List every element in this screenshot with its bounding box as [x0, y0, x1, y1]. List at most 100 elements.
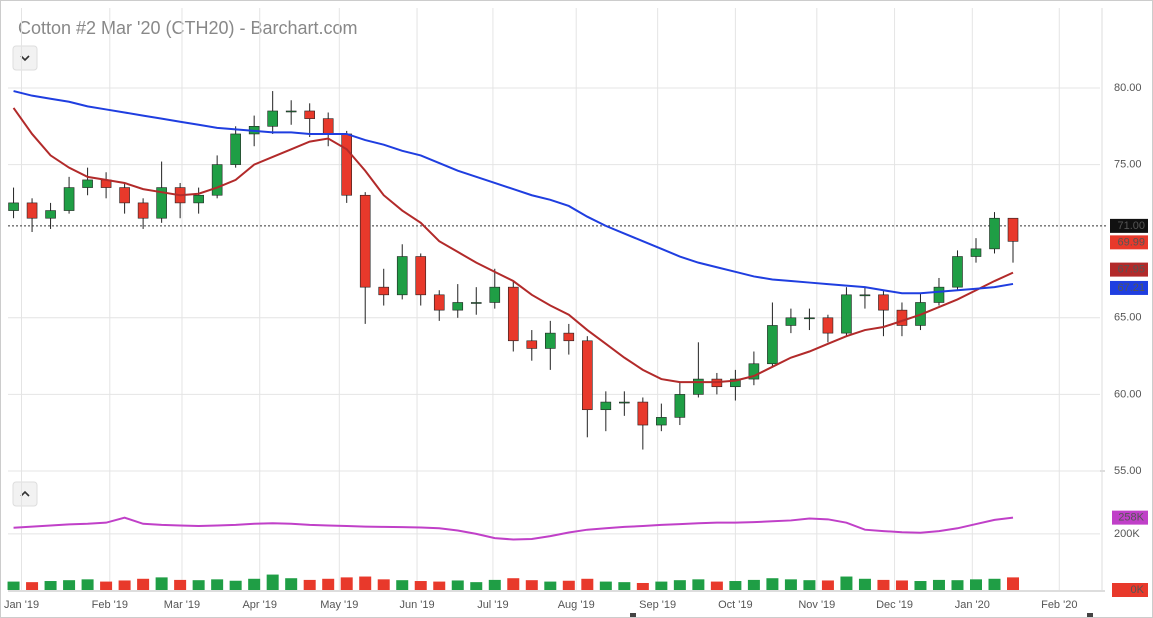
candle-body: [396, 256, 408, 296]
candle-body: [970, 248, 982, 257]
volume-bar: [229, 580, 242, 590]
volume-bar: [710, 581, 723, 590]
candle-body: [804, 317, 815, 320]
volume-bar: [63, 580, 76, 590]
button-bg[interactable]: [12, 481, 38, 507]
candle-body: [582, 340, 593, 411]
volume-bar: [692, 579, 705, 590]
x-tick-label: Jun '19: [399, 599, 434, 611]
volume-bar: [303, 579, 316, 590]
candle-body: [600, 401, 612, 411]
button-bg[interactable]: [12, 45, 38, 71]
candle-body: [359, 194, 371, 288]
volume-bar: [914, 581, 927, 590]
candle-body: [507, 286, 519, 342]
expand-button[interactable]: [12, 481, 38, 507]
volume-bar: [636, 582, 649, 590]
candle-body: [989, 217, 1000, 250]
volume-bar: [803, 580, 816, 590]
volume-bar: [988, 578, 1001, 590]
volume-bar: [118, 580, 131, 590]
candle-body: [8, 202, 19, 211]
volume-bar: [451, 580, 464, 590]
ma-tag-label: 67.21: [1117, 282, 1145, 294]
x-tick-label: May '19: [320, 599, 358, 611]
volume-bar: [544, 581, 557, 590]
volume-bar: [599, 581, 612, 590]
volume-bar: [340, 577, 353, 590]
reference-tag-label: 71.00: [1117, 220, 1145, 232]
candle-body: [82, 179, 93, 188]
volume-bar: [858, 578, 871, 590]
volume-bar: [507, 578, 520, 590]
candle-body: [45, 210, 56, 219]
candle-body: [489, 286, 501, 303]
volume-bar: [488, 579, 501, 590]
volume-bar: [525, 580, 538, 590]
volume-bar: [192, 580, 205, 590]
candle-body: [822, 317, 834, 334]
volume-bar: [581, 578, 594, 590]
oi-tag-label: 258K: [1118, 512, 1144, 524]
volume-bar: [414, 581, 427, 590]
candle-body: [193, 194, 204, 204]
x-tick-label: Mar '19: [164, 599, 200, 611]
candle-body: [433, 294, 445, 311]
volume-bar: [377, 579, 390, 590]
candle-body: [156, 187, 167, 219]
moving-average: [12, 107, 1014, 384]
chart-title: Cotton #2 Mar '20 (CTH20) - Barchart.com: [18, 18, 358, 38]
volume-bar: [470, 582, 483, 590]
candle-body: [656, 417, 667, 426]
candle-body: [693, 378, 704, 395]
x-tick-label: Dec '19: [876, 599, 913, 611]
candle-body: [785, 317, 797, 326]
x-tick-label: Sep '19: [639, 599, 676, 611]
candle-body: [63, 187, 75, 211]
x-tick-label: Nov '19: [798, 599, 835, 611]
last-price-tag: [1110, 235, 1148, 250]
candle-body: [841, 294, 852, 334]
chevron-icon: [20, 490, 30, 497]
volume-bar: [137, 578, 150, 590]
volume-bar: [44, 581, 57, 590]
candle-body: [267, 110, 278, 127]
volume-bar: [969, 579, 982, 590]
volume-bar: [729, 581, 742, 590]
candle-body: [285, 110, 297, 113]
volume-bar: [211, 579, 224, 590]
candle-body: [322, 118, 334, 135]
scroll-marker: [1087, 613, 1093, 617]
volume-bar: [618, 582, 631, 590]
candle-body: [674, 394, 686, 418]
candle-body: [137, 202, 149, 219]
x-tick-label: Oct '19: [718, 599, 753, 611]
y-tick-label: 80.00: [1114, 82, 1142, 94]
volume-bar: [673, 580, 686, 590]
volume-bar: [174, 579, 187, 590]
volume-bar: [562, 580, 575, 590]
volume-bar: [100, 581, 113, 590]
volume-bar: [1007, 577, 1020, 590]
oi-tag: [1112, 510, 1148, 525]
x-tick-label: Feb '20: [1041, 599, 1077, 611]
y-tick-label: 75.00: [1114, 159, 1142, 171]
candle-body: [452, 302, 464, 311]
candle-body: [526, 340, 538, 349]
volume-tick-label: 0K: [1131, 584, 1145, 596]
volume-bar: [155, 577, 168, 590]
x-tick-label: Jan '19: [4, 599, 39, 611]
volume-bar: [266, 574, 279, 590]
ma-tag: [1110, 280, 1148, 295]
volume-bar: [821, 580, 834, 590]
collapse-button[interactable]: [12, 45, 38, 71]
volume-bar: [766, 578, 779, 590]
volume-tag: [1112, 583, 1148, 597]
volume-tick-label: 200K: [1114, 528, 1140, 540]
candle-body: [952, 256, 963, 288]
volume-bar: [322, 578, 335, 590]
candle-body: [619, 401, 630, 404]
volume-bar: [951, 580, 964, 590]
candle-body: [544, 332, 556, 349]
